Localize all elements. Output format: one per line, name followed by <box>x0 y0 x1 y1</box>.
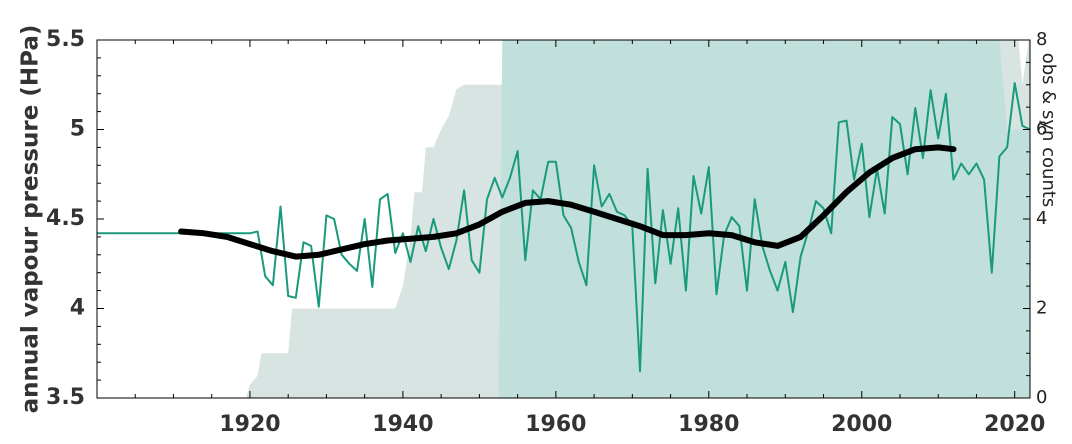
y-tick-label: 5.5 <box>46 27 85 52</box>
y2-tick-label: 2 <box>1036 298 1047 319</box>
axis-ticks <box>97 39 1030 399</box>
y-tick-label: 4 <box>70 296 85 321</box>
y-tick-label: 4.5 <box>46 206 85 231</box>
y2-tick-label: 8 <box>1036 29 1047 50</box>
right-axis-title: obs & syn counts <box>1038 53 1059 208</box>
annual-vapour-line <box>97 82 1030 373</box>
y-tick-label: 5 <box>70 117 85 142</box>
y2-tick-label: 4 <box>1036 208 1047 229</box>
series-lines <box>97 82 1030 373</box>
smoothed-trend-line <box>178 144 957 260</box>
y2-tick-label: 6 <box>1036 119 1047 140</box>
y2-tick-label: 0 <box>1036 387 1047 408</box>
y-axis-title: annual vapour pressure (HPa) <box>18 25 44 414</box>
counts-area-1 <box>498 40 1030 398</box>
x-tick-label: 1960 <box>525 412 586 437</box>
x-tick-label: 2020 <box>984 412 1045 437</box>
x-tick-label: 1980 <box>678 412 739 437</box>
y-tick-label: 3.5 <box>46 385 85 410</box>
count-areas <box>246 40 1030 398</box>
x-tick-label: 2000 <box>831 412 892 437</box>
x-tick-label: 1940 <box>372 412 433 437</box>
tick-labels: 1920 1940 1960 1980 2000 2020 3.5 4 4.5 5 5.5 0 2 4 6 8 <box>46 27 1047 437</box>
x-tick-label: 1920 <box>219 412 280 437</box>
